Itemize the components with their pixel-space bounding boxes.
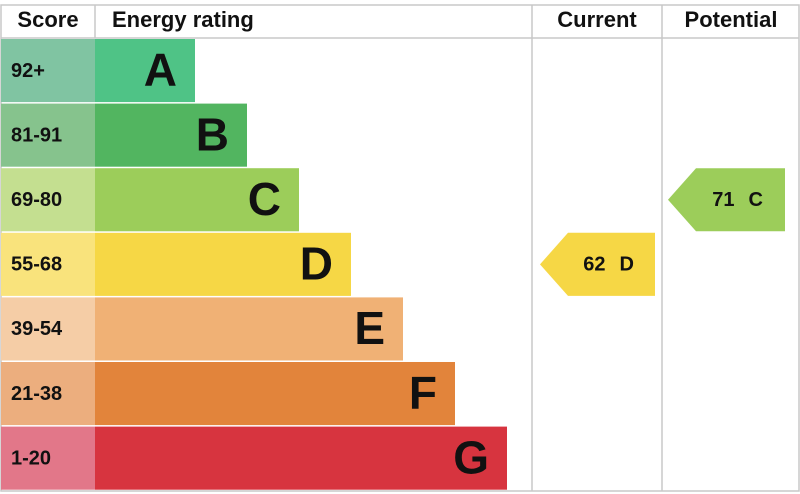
rating-bar <box>95 103 247 167</box>
potential-arrow <box>668 168 785 232</box>
current-rating: D <box>620 254 634 276</box>
score-cell <box>1 426 95 490</box>
score-label: 69-80 <box>11 189 62 211</box>
rating-letter: G <box>453 431 489 483</box>
header-current: Current <box>557 7 637 32</box>
rating-letter: B <box>196 108 229 160</box>
rating-letter: D <box>300 238 333 290</box>
rating-bar <box>95 168 299 232</box>
potential-score: 71 <box>712 189 734 211</box>
header-rating: Energy rating <box>112 7 254 32</box>
score-label: 39-54 <box>11 318 63 340</box>
header-score: Score <box>17 7 78 32</box>
score-cell <box>1 362 95 426</box>
score-label: 81-91 <box>11 124 62 146</box>
rating-bar <box>95 297 403 361</box>
current-score: 62 <box>583 254 605 276</box>
rating-bar <box>95 39 195 103</box>
score-cell <box>1 232 95 296</box>
rating-letter: E <box>354 302 385 354</box>
score-cell <box>1 39 95 103</box>
score-label: 92+ <box>11 60 45 82</box>
score-cell <box>1 103 95 167</box>
score-label: 21-38 <box>11 383 62 405</box>
rating-letter: F <box>409 367 437 419</box>
rating-letter: C <box>248 173 281 225</box>
current-arrow <box>540 232 655 296</box>
rating-bar <box>95 362 455 426</box>
score-cell <box>1 297 95 361</box>
rating-bar <box>95 232 351 296</box>
score-label: 1-20 <box>11 447 51 469</box>
potential-rating: C <box>749 189 763 211</box>
rating-letter: A <box>144 44 177 96</box>
score-cell <box>1 168 95 232</box>
rating-bar <box>95 426 507 490</box>
score-label: 55-68 <box>11 254 62 276</box>
header-potential: Potential <box>685 7 778 32</box>
